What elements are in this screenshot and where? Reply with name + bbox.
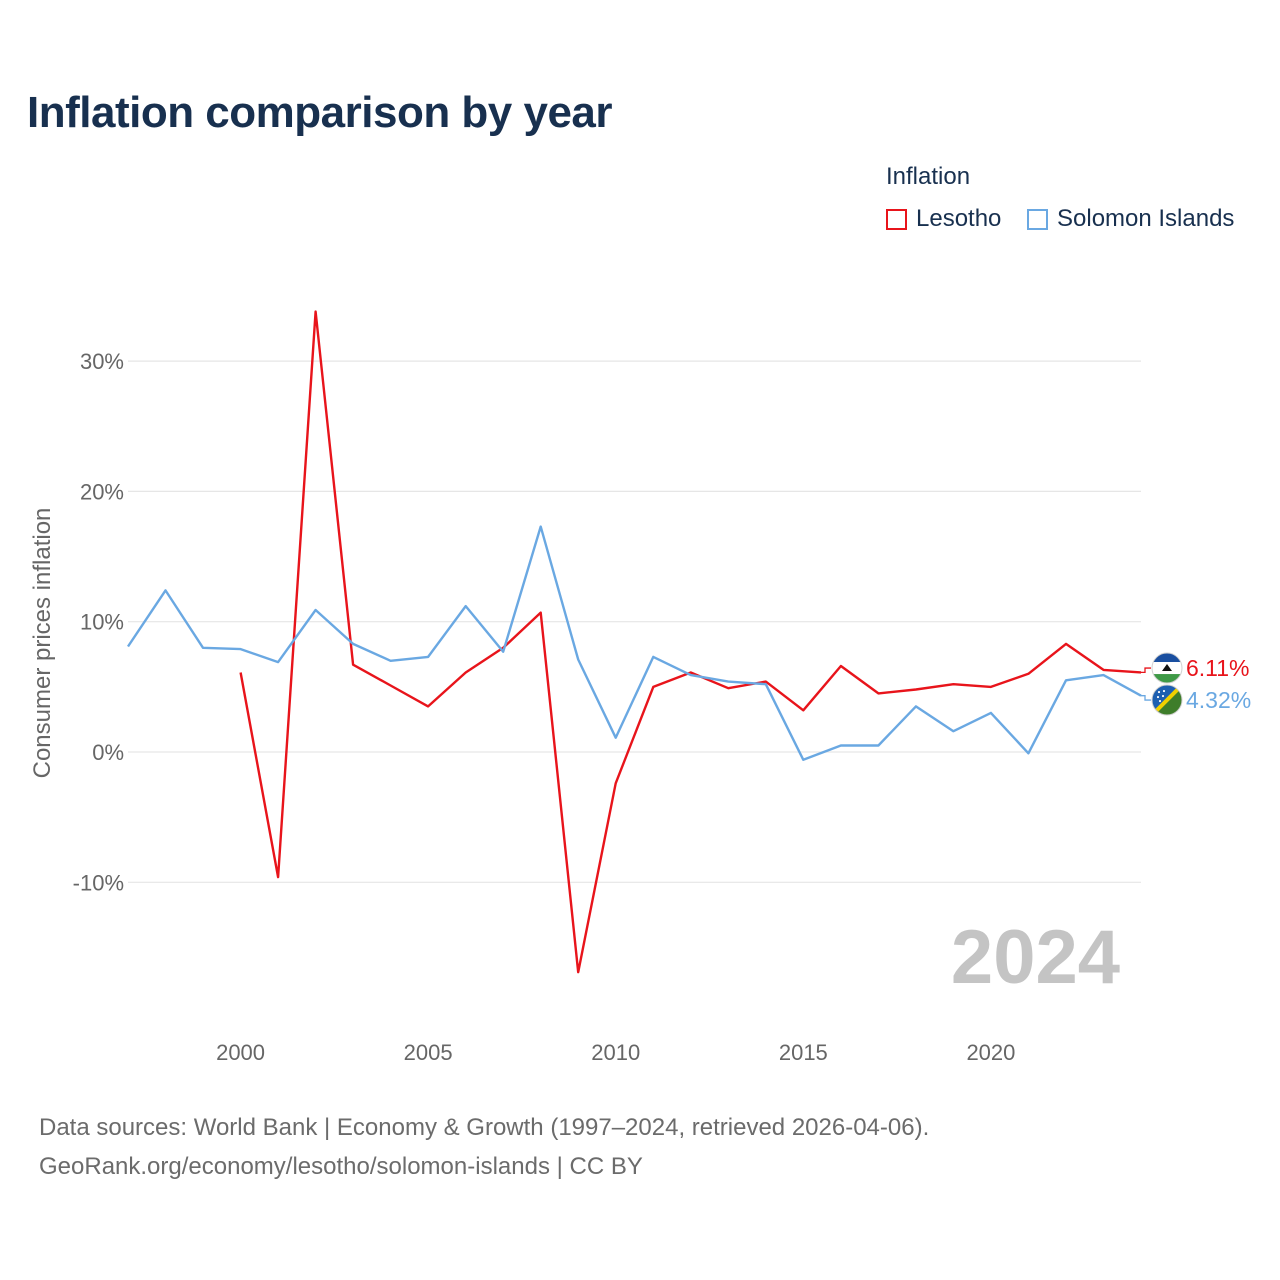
gridlines — [128, 360, 1141, 883]
y-tick-label: -10% — [73, 870, 124, 895]
legend-swatch-lesotho — [886, 208, 907, 230]
line-chart: 30% 20% 10% 0% -10% 2000 2005 2010 2015 2020 Con… — [29, 310, 1251, 1065]
leader-line — [1141, 695, 1151, 701]
footer: Data sources: World Bank | Economy & Gro… — [39, 1108, 929, 1186]
chart-title: Inflation comparison by year — [27, 88, 613, 137]
y-tick-label: 20% — [80, 479, 124, 504]
x-axis-ticks: 2000 2005 2010 2015 2020 — [216, 1040, 1015, 1065]
x-tick-label: 2020 — [966, 1040, 1015, 1065]
x-tick-label: 2005 — [404, 1040, 453, 1065]
legend-label-lesotho: Lesotho — [916, 205, 1002, 232]
legend-title: Inflation — [886, 163, 971, 190]
legend-item-lesotho[interactable]: Lesotho — [886, 205, 1001, 233]
leader-line — [1141, 667, 1151, 674]
footer-source: Data sources: World Bank | Economy & Gro… — [39, 1114, 930, 1141]
y-tick-label: 10% — [80, 610, 124, 635]
legend-swatch-solomon-islands — [1027, 208, 1048, 230]
legend-item-solomon-islands[interactable]: Solomon Islands — [1027, 205, 1234, 233]
solomon-islands-flag-icon — [1151, 684, 1183, 716]
year-watermark: 2024 — [951, 915, 1120, 1000]
footer-link[interactable]: GeoRank.org/economy/lesotho/solomon-isla… — [39, 1153, 643, 1180]
legend-label-solomon-islands: Solomon Islands — [1057, 205, 1235, 232]
y-axis-label: Consumer prices inflation — [29, 508, 56, 779]
end-markers: 6.11% 4.32% — [1141, 652, 1251, 716]
x-tick-label: 2015 — [779, 1040, 828, 1065]
series-lines — [127, 310, 1142, 974]
x-tick-label: 2000 — [216, 1040, 265, 1065]
series-line-solomon-islands — [127, 525, 1142, 761]
series-line-lesotho — [239, 310, 1142, 974]
end-value-label: 6.11% — [1186, 655, 1250, 681]
y-tick-label: 30% — [80, 349, 124, 374]
lesotho-flag-icon — [1151, 652, 1183, 684]
x-tick-label: 2010 — [591, 1040, 640, 1065]
y-axis-ticks: 30% 20% 10% 0% -10% — [73, 349, 124, 895]
end-value-label: 4.32% — [1186, 687, 1251, 713]
y-tick-label: 0% — [92, 740, 124, 765]
